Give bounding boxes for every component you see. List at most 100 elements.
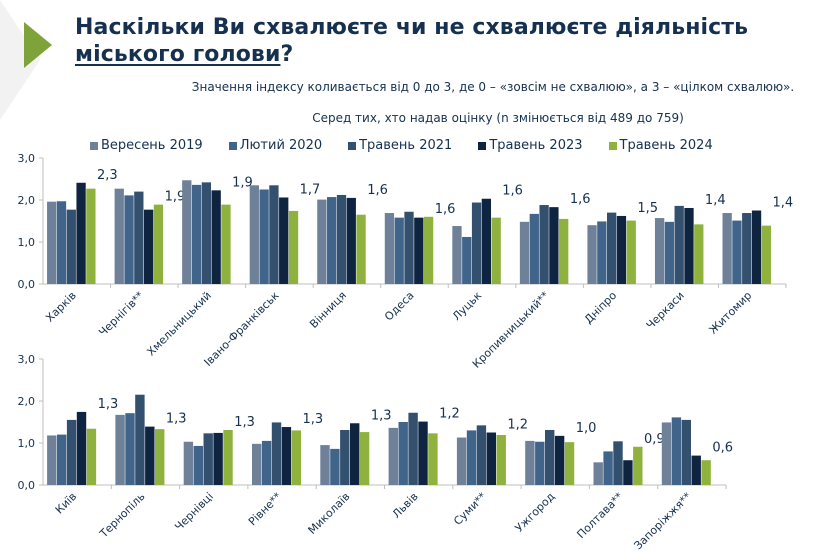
bar bbox=[674, 205, 684, 284]
bar bbox=[626, 220, 636, 284]
bar bbox=[394, 217, 404, 284]
title-line-1: Наскільки Ви схвалюєте чи не схвалюєте д… bbox=[75, 15, 749, 40]
bar bbox=[320, 445, 330, 485]
page-title: Наскільки Ви схвалюєте чи не схвалюєте д… bbox=[75, 14, 748, 68]
bar bbox=[751, 210, 762, 284]
index-description: Значення індексу коливається від 0 до 3,… bbox=[191, 80, 795, 94]
data-label: 1,7 bbox=[300, 182, 321, 197]
bar bbox=[249, 185, 259, 284]
bar bbox=[694, 224, 704, 284]
bar bbox=[143, 209, 154, 284]
bar bbox=[86, 428, 97, 485]
y-tick-label: 0,0 bbox=[18, 479, 36, 492]
bar bbox=[597, 221, 607, 284]
bar bbox=[701, 460, 711, 485]
bar bbox=[684, 207, 694, 284]
data-label: 1,0 bbox=[576, 421, 597, 436]
title-question-mark: ? bbox=[280, 42, 294, 67]
bar bbox=[722, 213, 732, 284]
bar bbox=[529, 213, 539, 284]
bar bbox=[203, 433, 213, 485]
bar bbox=[269, 185, 279, 284]
data-label: 1,3 bbox=[234, 415, 255, 430]
data-label: 1,3 bbox=[371, 408, 392, 423]
bar bbox=[211, 190, 221, 284]
category-label: Київ bbox=[53, 490, 80, 517]
bar bbox=[47, 201, 57, 284]
category-label: Тернопіль bbox=[97, 490, 148, 541]
bar bbox=[539, 205, 549, 284]
bar bbox=[201, 182, 212, 284]
bar bbox=[193, 445, 204, 485]
legend-label: Лютий 2020 bbox=[239, 138, 323, 153]
category-label: Дніпро bbox=[582, 289, 619, 326]
data-label: 1,9 bbox=[165, 190, 186, 205]
bar bbox=[114, 188, 124, 284]
category-label: Житомир bbox=[707, 289, 755, 337]
data-label: 1,6 bbox=[502, 184, 523, 199]
bar bbox=[134, 191, 144, 284]
data-label: 1,3 bbox=[166, 412, 187, 427]
data-label: 1,6 bbox=[435, 202, 456, 217]
bar bbox=[251, 443, 262, 485]
y-tick-label: 2,0 bbox=[18, 395, 36, 408]
legend-item: Вересень 2019 bbox=[90, 138, 203, 153]
bar bbox=[681, 419, 692, 485]
bar bbox=[155, 429, 165, 485]
bar bbox=[476, 425, 487, 485]
bar bbox=[182, 180, 192, 284]
legend-item: Травень 2024 bbox=[608, 138, 713, 153]
bar bbox=[327, 197, 337, 284]
category-label: Харків bbox=[43, 289, 79, 325]
bar bbox=[471, 202, 482, 284]
bar bbox=[481, 198, 492, 284]
bottom-chart: 0,0 1,0 2,0 3,0 1,3 Київ 1,3 Тернопіль 1,3 Чернів… bbox=[18, 353, 734, 552]
data-label: 0,6 bbox=[712, 441, 733, 456]
bar bbox=[404, 211, 414, 284]
legend-swatch bbox=[348, 141, 357, 150]
data-label: 1,3 bbox=[303, 412, 324, 427]
data-label: 1,9 bbox=[232, 175, 253, 190]
data-label: 1,6 bbox=[367, 183, 388, 198]
y-tick-label: 1,0 bbox=[18, 437, 36, 450]
legend-swatch bbox=[90, 141, 98, 150]
bar bbox=[288, 210, 299, 284]
bar bbox=[223, 429, 233, 485]
category-label: Івано-Франківськ bbox=[202, 289, 282, 369]
category-label: Одеса bbox=[382, 289, 417, 324]
data-label: 2,3 bbox=[97, 168, 118, 183]
bar bbox=[456, 437, 467, 485]
bar bbox=[452, 226, 462, 284]
bar bbox=[346, 197, 356, 284]
data-label: 1,4 bbox=[705, 193, 726, 208]
bar bbox=[291, 430, 302, 485]
bar bbox=[359, 432, 370, 485]
bar bbox=[554, 435, 565, 485]
chart-legend: Вересень 2019 Лютий 2020 Травень 2021 Тр… bbox=[90, 138, 739, 153]
legend-swatch bbox=[478, 141, 487, 150]
bar bbox=[125, 413, 135, 485]
legend-swatch bbox=[608, 141, 617, 150]
sample-note: Серед тих, хто надав оцінку (n змінюєтьс… bbox=[312, 111, 684, 125]
bar bbox=[191, 184, 202, 284]
data-label: 1,2 bbox=[507, 418, 528, 433]
y-tick-label: 2,0 bbox=[18, 194, 36, 207]
title-line-2: міського голови? bbox=[75, 41, 748, 68]
bar bbox=[47, 435, 57, 485]
category-label: Львів bbox=[390, 490, 421, 521]
bar bbox=[259, 189, 269, 284]
bar bbox=[330, 448, 340, 485]
bar bbox=[418, 421, 428, 485]
bar bbox=[603, 451, 613, 485]
bar bbox=[462, 236, 472, 284]
bar bbox=[593, 462, 603, 485]
category-label: Чернівці bbox=[172, 490, 216, 534]
bar bbox=[423, 216, 434, 284]
bar bbox=[545, 429, 555, 485]
bar bbox=[183, 441, 194, 485]
bar bbox=[340, 429, 350, 485]
bar bbox=[56, 201, 67, 284]
category-label: Кропивницький** bbox=[470, 289, 552, 371]
bar bbox=[153, 204, 164, 284]
legend-label: Травень 2024 bbox=[619, 138, 713, 153]
